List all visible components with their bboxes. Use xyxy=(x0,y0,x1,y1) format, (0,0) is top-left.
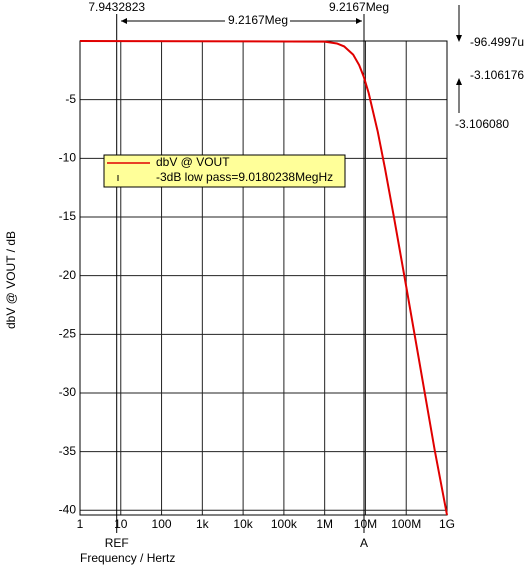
cursor-name: A xyxy=(360,536,368,550)
y-tick-label: -35 xyxy=(59,444,77,458)
x-axis-label: Frequency / Hertz xyxy=(80,551,175,565)
plot-border xyxy=(79,40,448,516)
y-tick-label: -40 xyxy=(59,502,77,516)
y-tick-label: -15 xyxy=(59,209,77,223)
legend: dbV @ VOUT -3dB low pass=9.0180238MegHz xyxy=(103,154,346,188)
x-tick-label: 10 xyxy=(114,517,128,531)
data-line xyxy=(79,40,448,516)
x-tick-label: 1M xyxy=(316,517,333,531)
cursor-name: REF xyxy=(105,536,129,550)
legend-note: -3dB low pass=9.0180238MegHz xyxy=(156,170,333,184)
arrow-head xyxy=(456,78,462,85)
y-tick-label: -25 xyxy=(59,326,77,340)
readout: -3.106176 xyxy=(470,68,524,82)
cursor-value: 7.9432823 xyxy=(88,0,145,14)
x-tick-label: 1 xyxy=(77,517,84,531)
x-tick-label: 1k xyxy=(196,517,210,531)
cursor-value: 9.2167Meg xyxy=(329,0,389,14)
x-tick-label: 100 xyxy=(152,517,172,531)
x-tick-label: 100k xyxy=(271,517,298,531)
x-tick-label: 100M xyxy=(391,517,421,531)
y-tick-label: -20 xyxy=(59,268,77,282)
legend-box xyxy=(103,154,346,188)
readout: -96.4997u xyxy=(470,35,524,49)
y-axis-label: dbV @ VOUT / dB xyxy=(4,231,18,329)
x-tick-label: 10M xyxy=(354,517,377,531)
legend-entry: dbV @ VOUT xyxy=(156,155,230,169)
x-tick-label: 1G xyxy=(439,517,455,531)
y-tick-label: -30 xyxy=(59,385,77,399)
delta-label: 9.2167Meg xyxy=(228,13,288,27)
y-tick-label: -10 xyxy=(59,150,77,164)
y-tick-label: -5 xyxy=(65,92,76,106)
readout: -3.106080 xyxy=(455,117,509,131)
x-tick-label: 10k xyxy=(233,517,253,531)
arrow-head xyxy=(456,35,462,42)
